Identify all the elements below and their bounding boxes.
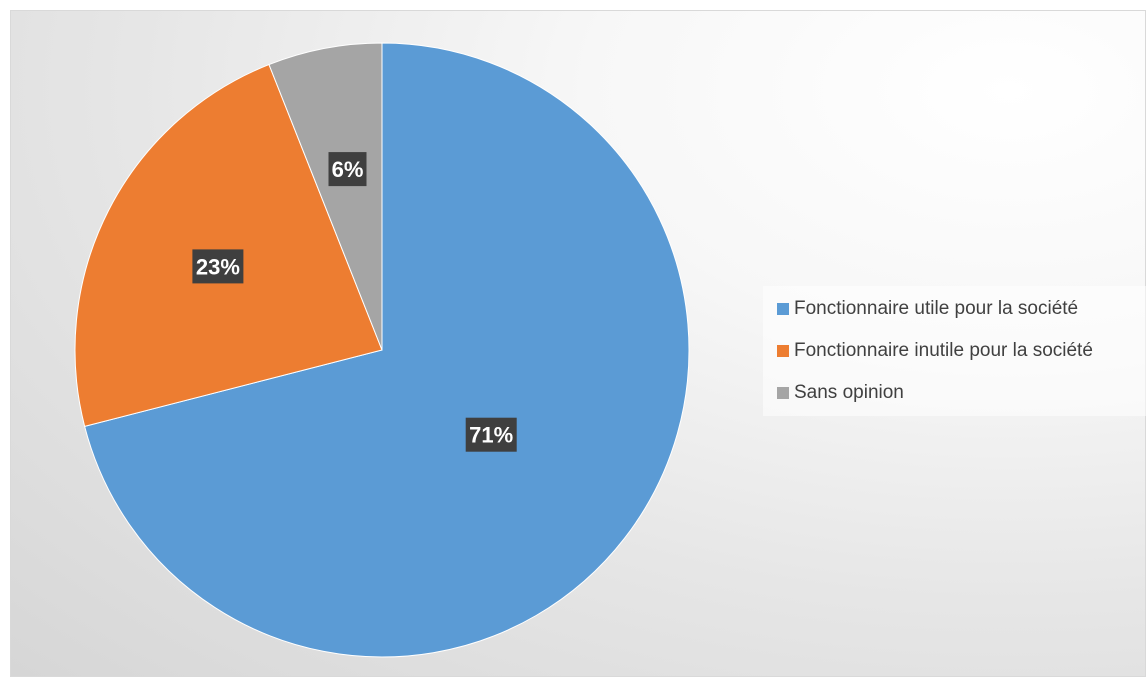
pie-slice-no-opinion — [268, 42, 383, 351]
legend-label-no-opinion: Sans opinion — [794, 382, 904, 403]
legend-swatch-no-opinion — [777, 387, 789, 399]
pie-chart: 71% 23% 6% — [74, 42, 690, 658]
legend-swatch-useful — [777, 303, 789, 315]
legend-label-useful: Fonctionnaire utile pour la société — [794, 298, 1079, 319]
data-label-useful-box — [465, 417, 517, 452]
pie-slice-useless — [74, 63, 383, 427]
data-label-no-opinion-box — [328, 152, 367, 187]
legend-swatch-useless — [777, 345, 789, 357]
legend-item-useless: Fonctionnaire inutile pour la société — [763, 330, 1147, 372]
legend-item-useful: Fonctionnaire utile pour la société — [763, 288, 1147, 330]
data-label-useful: 71% — [465, 417, 517, 452]
data-label-useless: 23% — [192, 249, 244, 284]
chart-legend: Fonctionnaire utile pour la société Fonc… — [763, 286, 1147, 416]
legend-label-useless: Fonctionnaire inutile pour la société — [794, 340, 1093, 361]
data-label-useful-text: 71% — [469, 423, 513, 448]
data-label-no-opinion-text: 6% — [332, 157, 364, 182]
pie-data-labels: 71% 23% 6% — [192, 152, 517, 452]
pie-slice-useful — [84, 42, 690, 658]
data-label-useless-box — [192, 249, 244, 284]
pie-slices — [74, 42, 690, 658]
legend-item-no-opinion: Sans opinion — [763, 372, 1147, 414]
data-label-no-opinion: 6% — [328, 152, 367, 187]
data-label-useless-text: 23% — [196, 254, 240, 279]
chart-area: 71% 23% 6% Fonctionnaire utile pour la soc… — [10, 10, 1147, 677]
